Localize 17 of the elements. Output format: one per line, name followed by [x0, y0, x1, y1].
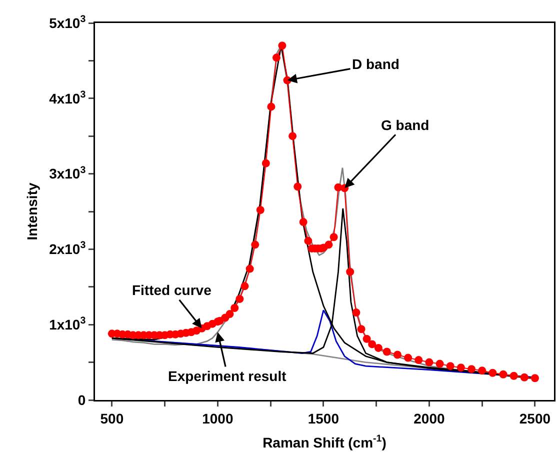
- y-axis-title: Intensity: [24, 182, 40, 240]
- x-tick-label: 2000: [414, 410, 445, 426]
- x-tick-label: 1000: [202, 410, 234, 426]
- annotation: Experiment result: [168, 368, 287, 384]
- y-tick-label: 3x10$^{3}$: [49, 164, 86, 182]
- x-tick-label: 2500: [519, 410, 551, 426]
- y-tick-label: 2x10$^{3}$: [49, 240, 86, 258]
- x-tick-label: 500: [100, 410, 124, 426]
- y-tick-label: 1x10$^{3}$: [49, 316, 86, 332]
- annotation: Fitted curve: [132, 282, 212, 298]
- annotation: G band: [381, 117, 430, 133]
- y-tick-label: 0: [78, 392, 86, 408]
- x-axis-title: Raman Shift (cm$^{-1}$): [262, 433, 386, 450]
- x-tick-label: 1500: [308, 410, 340, 426]
- annotation: D band: [352, 56, 400, 72]
- y-tick-label: 5x10$^{3}$: [49, 14, 86, 31]
- y-tick-label: 4x10$^{3}$: [49, 89, 86, 106]
